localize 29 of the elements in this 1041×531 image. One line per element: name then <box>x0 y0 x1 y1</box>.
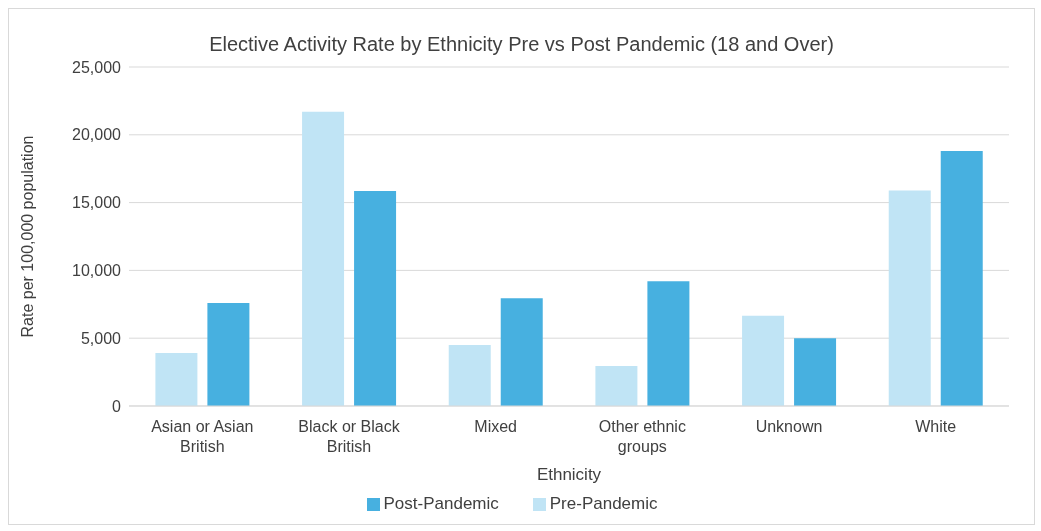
x-axis-title: Ethnicity <box>536 465 602 484</box>
bar <box>155 353 198 406</box>
bar <box>742 315 785 406</box>
bar <box>888 190 931 406</box>
bar <box>794 338 837 406</box>
chart-title: Elective Activity Rate by Ethnicity Pre vs Post Pandemic (18 and Over) <box>208 33 835 56</box>
x-tick-label: Asian or Asian British <box>151 418 254 455</box>
bar <box>207 302 250 406</box>
bar <box>448 344 491 406</box>
y-axis-title: Rate per 100,000 population <box>18 135 36 338</box>
legend-label: Pre-Pandemic <box>549 494 658 513</box>
bar <box>647 281 690 406</box>
y-tick-label: 15,000 <box>72 194 122 212</box>
x-tick-label: White <box>915 418 957 435</box>
x-tick-label: Unknown <box>755 418 823 435</box>
y-tick-label: 0 <box>112 397 122 415</box>
bar <box>500 298 543 406</box>
bar <box>595 366 638 406</box>
bar <box>940 151 983 406</box>
y-tick-label: 5,000 <box>80 329 122 347</box>
x-tick-label: Black or Black British <box>298 418 401 455</box>
x-tick-label: Mixed <box>474 418 518 435</box>
legend-label: Post-Pandemic <box>383 494 499 513</box>
y-tick-label: 20,000 <box>72 126 122 144</box>
x-tick-label: Other ethnic groups <box>598 418 686 455</box>
bar <box>354 191 397 406</box>
y-tick-label: 25,000 <box>72 58 122 76</box>
y-tick-label: 10,000 <box>72 262 122 280</box>
bar <box>302 111 345 406</box>
